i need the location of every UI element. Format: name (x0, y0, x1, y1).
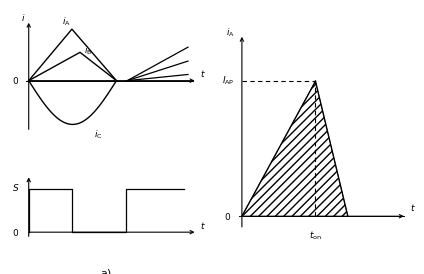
Text: $t$: $t$ (200, 68, 206, 79)
Text: $i_{\rm C}$: $i_{\rm C}$ (94, 128, 102, 141)
Text: $t_{\rm on}$: $t_{\rm on}$ (309, 230, 322, 242)
Text: $I_{\rm AP}$: $I_{\rm AP}$ (222, 75, 234, 87)
Text: $t$: $t$ (200, 220, 206, 231)
Text: $S$: $S$ (12, 182, 19, 193)
Text: $0$: $0$ (224, 211, 232, 222)
Text: $i$: $i$ (21, 12, 25, 23)
Text: a): a) (101, 268, 112, 274)
Text: $i_{\rm A}$: $i_{\rm A}$ (62, 15, 71, 28)
Text: $0$: $0$ (12, 227, 19, 238)
Text: $i_{\rm B}$: $i_{\rm B}$ (84, 45, 92, 57)
Text: $t$: $t$ (410, 202, 416, 213)
Text: $i_{\rm A}$: $i_{\rm A}$ (226, 27, 234, 39)
Text: $0$: $0$ (12, 75, 19, 86)
